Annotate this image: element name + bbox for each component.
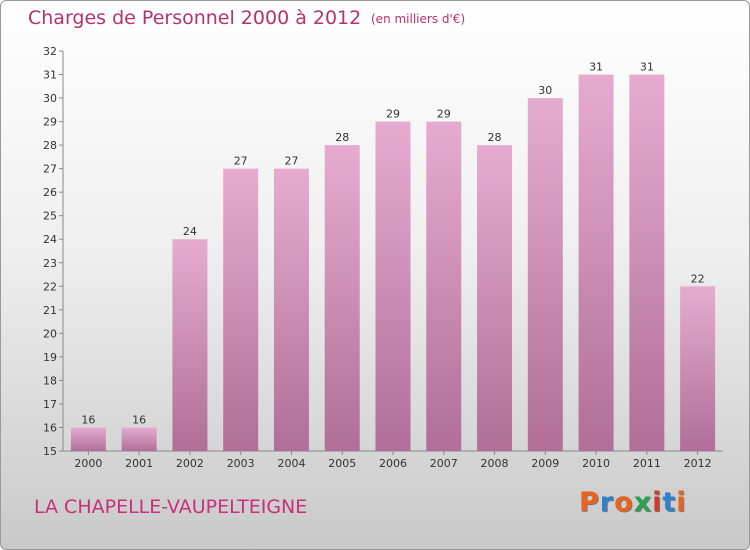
bar-2007 xyxy=(426,121,462,452)
bar-2008 xyxy=(477,145,513,451)
y-tick-label: 31 xyxy=(43,69,57,82)
y-tick-label: 21 xyxy=(43,304,57,317)
commune-name: LA CHAPELLE-VAUPELTEIGNE xyxy=(34,496,308,518)
data-label-2008: 28 xyxy=(488,131,502,144)
y-tick-label: 29 xyxy=(43,116,57,129)
bar-2010 xyxy=(578,74,614,451)
proxiti-logo[interactable]: Proxiti xyxy=(579,487,687,518)
y-tick-label: 17 xyxy=(43,398,57,411)
x-tick-label-2004: 2004 xyxy=(277,457,305,470)
y-tick-label: 25 xyxy=(43,210,57,223)
data-label-2002: 24 xyxy=(183,225,197,238)
bar-2012 xyxy=(680,286,716,451)
data-label-2004: 27 xyxy=(284,155,298,168)
bar-2011 xyxy=(629,74,665,451)
y-tick-label: 15 xyxy=(43,445,57,458)
y-tick-label: 28 xyxy=(43,139,57,152)
bar-2003 xyxy=(223,168,259,451)
x-tick-label-2003: 2003 xyxy=(227,457,255,470)
data-label-2005: 28 xyxy=(335,131,349,144)
y-tick-label: 23 xyxy=(43,257,57,270)
bar-2006 xyxy=(375,121,411,452)
data-label-2006: 29 xyxy=(386,108,400,121)
logo-letter: o xyxy=(614,487,634,518)
logo-letter: r xyxy=(599,487,615,518)
bar-2005 xyxy=(324,145,360,451)
y-tick-label: 30 xyxy=(43,92,57,105)
chart-bars: 16 16 24 27 27 28 29 29 28 30 31 31 22 xyxy=(70,61,716,452)
logo-letter: i xyxy=(652,487,663,518)
x-tick-label-2009: 2009 xyxy=(531,457,559,470)
y-tick-label: 22 xyxy=(43,280,57,293)
x-tick-label-2006: 2006 xyxy=(379,457,407,470)
logo-letter: x xyxy=(633,487,653,518)
data-label-2010: 31 xyxy=(589,61,603,74)
data-label-2012: 22 xyxy=(691,272,705,285)
x-tick-label-2010: 2010 xyxy=(582,457,610,470)
x-tick-label-2000: 2000 xyxy=(74,457,102,470)
y-tick-label: 24 xyxy=(43,233,57,246)
x-tick-label-2011: 2011 xyxy=(633,457,661,470)
x-tick-label-2005: 2005 xyxy=(328,457,356,470)
y-tick-label: 18 xyxy=(43,374,57,387)
data-label-2001: 16 xyxy=(132,413,146,426)
chart-unit: (en milliers d'€) xyxy=(371,12,466,26)
x-tick-label-2007: 2007 xyxy=(430,457,458,470)
bar-2002 xyxy=(172,239,208,451)
y-tick-label: 32 xyxy=(43,45,57,58)
data-label-2003: 27 xyxy=(234,155,248,168)
bar-2009 xyxy=(527,98,563,451)
data-label-2000: 16 xyxy=(81,413,95,426)
logo-letter: i xyxy=(676,487,687,518)
y-tick-label: 26 xyxy=(43,186,57,199)
x-tick-label-2002: 2002 xyxy=(176,457,204,470)
x-tick-label-2012: 2012 xyxy=(684,457,712,470)
logo-letter: P xyxy=(579,487,600,518)
logo-letter: t xyxy=(662,487,677,518)
chart-title: Charges de Personnel 2000 à 2012 xyxy=(28,7,362,29)
x-tick-label-2008: 2008 xyxy=(481,457,509,470)
data-label-2011: 31 xyxy=(640,61,654,74)
y-tick-label: 20 xyxy=(43,327,57,340)
bar-2001 xyxy=(121,427,157,451)
x-tick-label-2001: 2001 xyxy=(125,457,153,470)
y-tick-label: 27 xyxy=(43,163,57,176)
y-tick-label: 16 xyxy=(43,421,57,434)
data-label-2009: 30 xyxy=(538,84,552,97)
bar-2004 xyxy=(273,168,309,451)
data-label-2007: 29 xyxy=(437,108,451,121)
y-tick-label: 19 xyxy=(43,351,57,364)
bar-2000 xyxy=(70,427,106,451)
